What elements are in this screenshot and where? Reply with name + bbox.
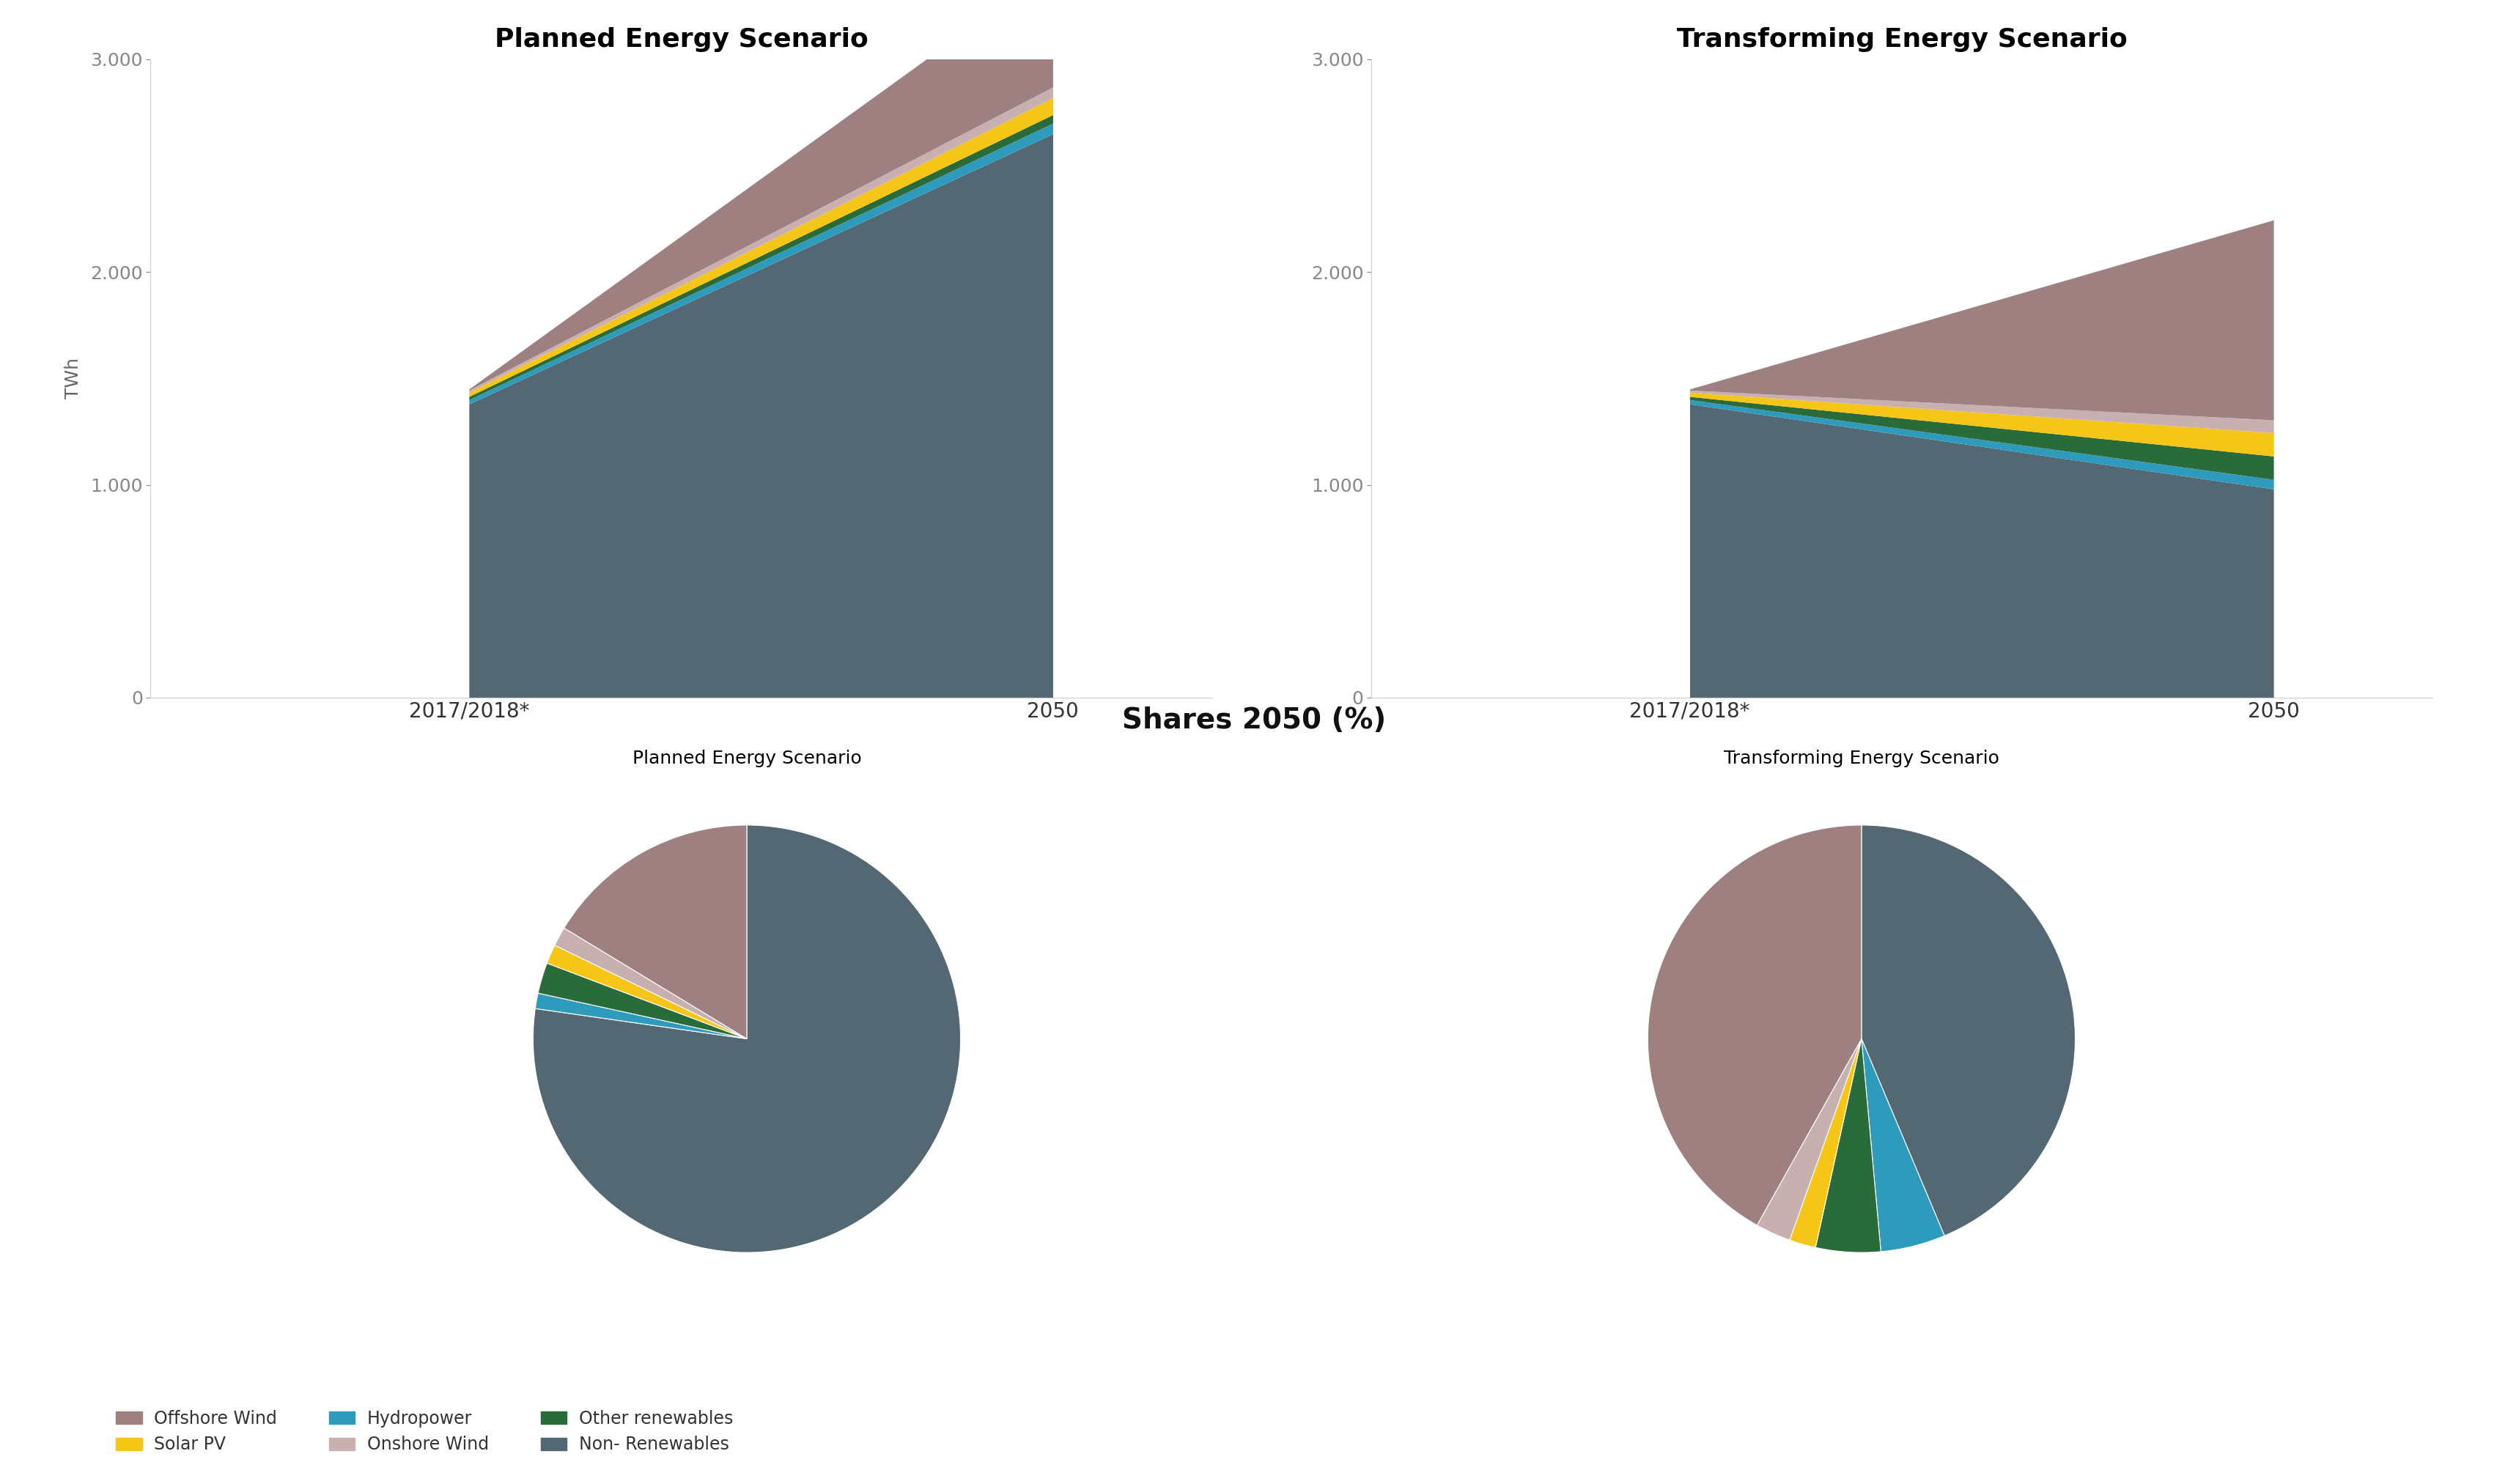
Wedge shape	[1648, 825, 1861, 1226]
Wedge shape	[539, 963, 747, 1039]
Title: Planned Energy Scenario: Planned Energy Scenario	[494, 27, 868, 52]
Wedge shape	[534, 993, 747, 1039]
Wedge shape	[554, 928, 747, 1039]
Title: Planned Energy Scenario: Planned Energy Scenario	[632, 749, 860, 767]
Wedge shape	[1861, 1039, 1944, 1251]
Wedge shape	[1791, 1039, 1861, 1248]
Legend: Offshore Wind, Solar PV, Hydropower, Onshore Wind, Other renewables, Non- Renewa: Offshore Wind, Solar PV, Hydropower, Ons…	[108, 1402, 740, 1460]
Wedge shape	[1758, 1039, 1861, 1241]
Text: Shares 2050 (%): Shares 2050 (%)	[1121, 706, 1387, 735]
Wedge shape	[1861, 825, 2074, 1236]
Wedge shape	[547, 945, 747, 1039]
Wedge shape	[534, 825, 961, 1252]
Wedge shape	[1816, 1039, 1881, 1252]
Title: Transforming Energy Scenario: Transforming Energy Scenario	[1723, 749, 1999, 767]
Wedge shape	[564, 825, 747, 1039]
Y-axis label: TWh: TWh	[65, 358, 83, 399]
Title: Transforming Energy Scenario: Transforming Energy Scenario	[1678, 27, 2127, 52]
